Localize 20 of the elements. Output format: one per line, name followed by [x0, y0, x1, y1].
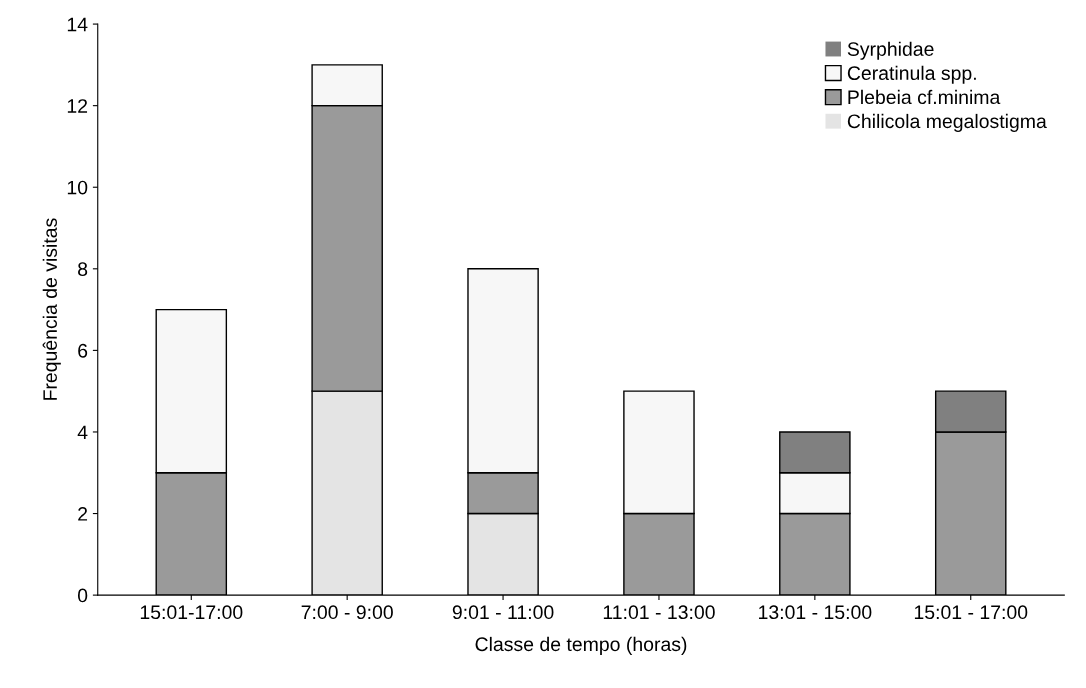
x-tick-label: 13:01 - 15:00: [759, 605, 872, 620]
x-tick-label: 7:00 - 9:00: [301, 605, 393, 620]
x-tick-label: 9:01 - 11:00: [452, 605, 554, 620]
y-tick-label: 10: [67, 180, 88, 195]
x-tick-label: 15:01-17:00: [140, 605, 243, 620]
y-tick-label: 8: [78, 262, 88, 277]
x-axis-title: Classe de tempo (horas): [475, 636, 687, 655]
y-axis-title: Frequência de visitas: [42, 218, 61, 400]
legend-label: Plebeia cf.minima: [848, 89, 1001, 105]
y-tick-label: 14: [67, 17, 88, 32]
y-tick-label: 0: [77, 588, 88, 603]
x-tick-label: 11:01 - 13:00: [603, 605, 715, 620]
legend-label: Syrphidae: [847, 41, 934, 60]
x-tick-label: 15:01 - 17:00: [914, 605, 1028, 620]
legend-label: Chilicola megalostigma: [847, 113, 1047, 132]
y-tick-label: 2: [78, 507, 88, 521]
y-tick-label: 12: [67, 99, 88, 113]
y-tick-label: 4: [77, 425, 88, 440]
legend-label: Ceratinula spp.: [847, 65, 976, 84]
y-tick-label: 6: [78, 343, 88, 358]
